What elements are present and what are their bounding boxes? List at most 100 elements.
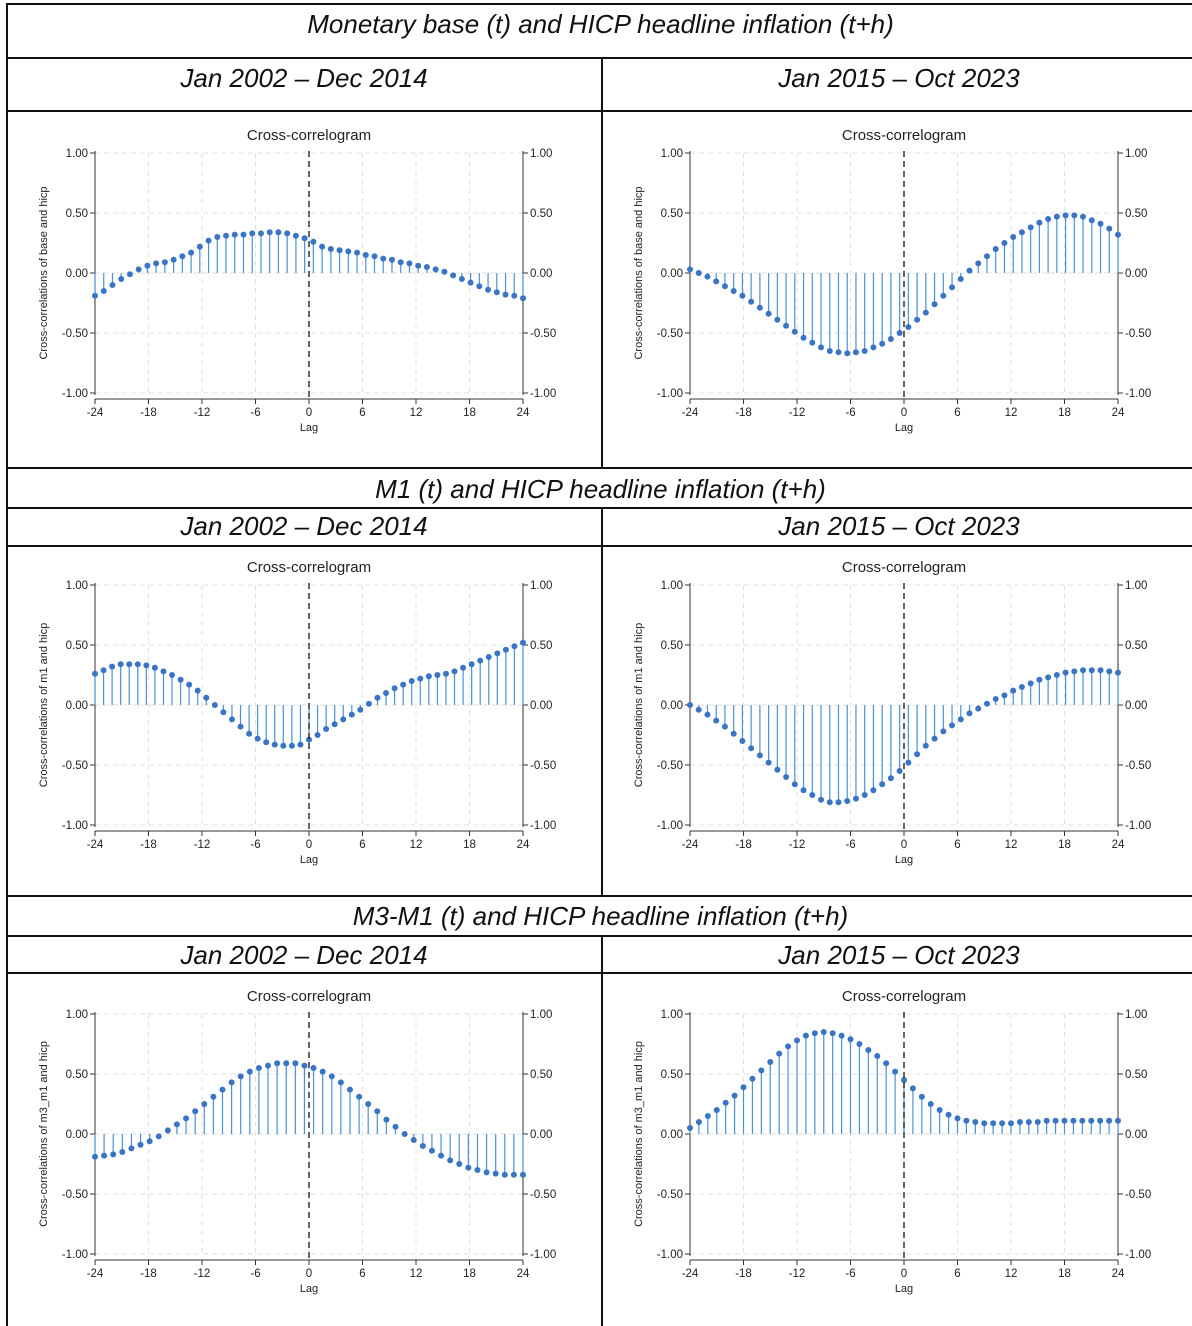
x-tick-label: -24 xyxy=(682,1268,699,1280)
data-point xyxy=(721,723,728,730)
y-tick-label-left: 0.00 xyxy=(66,700,88,712)
data-point xyxy=(511,292,518,299)
data-point xyxy=(237,723,244,730)
data-point xyxy=(337,1079,344,1086)
x-tick-label: 0 xyxy=(306,1268,312,1280)
data-point xyxy=(1088,667,1095,674)
data-point xyxy=(1061,1117,1068,1124)
period-title-2-right: Jan 2015 – Oct 2023 xyxy=(778,511,1020,541)
data-point xyxy=(336,247,343,254)
data-point xyxy=(161,259,168,266)
data-point xyxy=(468,661,475,668)
table-left-border xyxy=(6,3,8,1326)
data-point xyxy=(288,742,295,749)
data-point xyxy=(776,1050,783,1057)
data-point xyxy=(892,1068,899,1075)
data-point xyxy=(266,229,273,236)
y-tick-label-left: -1.00 xyxy=(62,388,88,400)
data-point xyxy=(417,675,424,682)
data-point xyxy=(739,738,746,744)
data-point xyxy=(474,1167,481,1173)
data-point xyxy=(164,1127,171,1134)
section-title-1: Monetary base (t) and HICP headline infl… xyxy=(307,9,894,39)
data-point xyxy=(931,735,938,742)
data-point xyxy=(949,284,956,291)
y-axis-label: Cross-correlations of m3_m1 and hicp xyxy=(38,1041,50,1227)
data-point xyxy=(205,237,212,244)
x-tick-label: 12 xyxy=(410,407,423,419)
divider xyxy=(7,467,1192,469)
y-tick-label-left: 0.50 xyxy=(66,1069,88,1081)
x-axis-label: Lag xyxy=(300,1283,318,1295)
data-point xyxy=(434,672,441,678)
y-tick-label-right: -1.00 xyxy=(530,388,556,400)
data-point xyxy=(918,1093,925,1100)
data-point xyxy=(134,661,141,668)
y-tick-label-left: 0.00 xyxy=(661,268,683,280)
y-tick-label-right: 1.00 xyxy=(1125,148,1147,160)
data-point xyxy=(135,266,142,273)
x-tick-label: -6 xyxy=(845,407,855,419)
data-point xyxy=(940,728,947,735)
data-point xyxy=(408,678,415,684)
data-point xyxy=(975,260,982,267)
chart-title: Cross-correlogram xyxy=(842,559,966,576)
chart-title: Cross-correlogram xyxy=(842,988,966,1005)
cross-correlogram-m1-2015-2023: Cross-correlogram -1.00 -1.00 -0.50 -0.50 0.0… xyxy=(633,559,1151,866)
y-tick-label-right: 1.00 xyxy=(1125,580,1147,592)
y-tick-label-right: 0.50 xyxy=(1125,640,1147,652)
data-point xyxy=(800,334,807,341)
data-point xyxy=(520,295,526,302)
data-point xyxy=(520,639,526,646)
data-point xyxy=(1025,1119,1032,1125)
x-tick-label: -18 xyxy=(140,1268,157,1280)
y-tick-label-left: -0.50 xyxy=(62,328,88,340)
data-point xyxy=(186,681,193,688)
data-point xyxy=(1115,1117,1121,1124)
data-point xyxy=(458,276,465,282)
data-point xyxy=(100,667,107,674)
x-tick-label: -6 xyxy=(845,1268,855,1280)
data-point xyxy=(1036,219,1043,226)
divider xyxy=(7,935,1192,937)
data-point xyxy=(110,1151,117,1158)
divider xyxy=(7,545,1192,547)
data-point xyxy=(170,256,177,263)
data-point xyxy=(765,759,772,766)
x-tick-label: 18 xyxy=(1058,1268,1071,1280)
x-tick-label: -24 xyxy=(87,1268,104,1280)
x-tick-label: -12 xyxy=(194,839,211,851)
data-point xyxy=(870,787,877,794)
data-point xyxy=(852,795,859,802)
data-point xyxy=(687,266,693,273)
data-point xyxy=(348,711,355,718)
x-tick-label: -18 xyxy=(735,1268,752,1280)
data-point xyxy=(901,1077,907,1083)
y-tick-label-left: 1.00 xyxy=(66,580,88,592)
data-point xyxy=(704,1113,711,1119)
x-tick-label: 0 xyxy=(901,1268,907,1280)
data-point xyxy=(704,273,711,280)
data-point xyxy=(271,741,278,748)
data-point xyxy=(1053,672,1060,678)
x-tick-label: 24 xyxy=(1112,839,1125,851)
data-point xyxy=(765,310,772,317)
data-point xyxy=(128,1145,135,1152)
data-point xyxy=(392,1123,399,1130)
data-point xyxy=(283,1060,290,1067)
data-point xyxy=(983,253,990,260)
y-tick-label-right: -1.00 xyxy=(530,1249,556,1261)
data-point xyxy=(447,1157,454,1164)
y-axis-label: Cross-correlations of m1 and hicp xyxy=(633,623,645,787)
data-point xyxy=(1045,674,1052,681)
x-tick-label: -24 xyxy=(87,839,104,851)
data-point xyxy=(774,766,781,773)
data-point xyxy=(1043,1117,1050,1124)
y-tick-label-left: 0.00 xyxy=(66,1129,88,1141)
chart-title: Cross-correlogram xyxy=(247,127,371,144)
data-point xyxy=(265,1062,272,1069)
data-point xyxy=(297,741,304,748)
data-point xyxy=(365,700,372,707)
data-point xyxy=(391,685,398,692)
data-point xyxy=(844,798,851,804)
